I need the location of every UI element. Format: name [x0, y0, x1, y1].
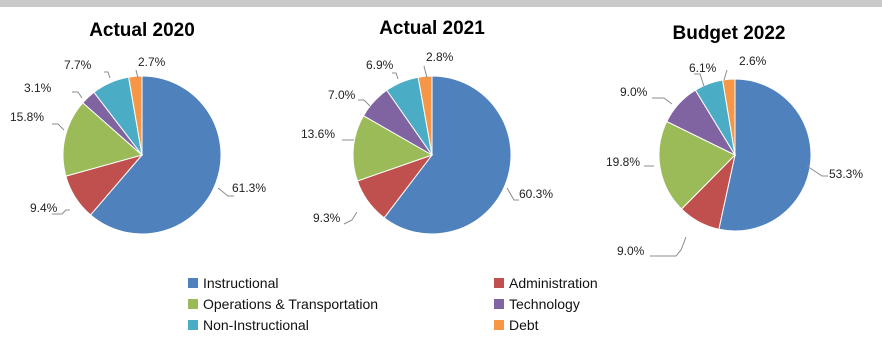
data-label-administration: 9.0%	[617, 244, 645, 258]
legend-swatch-administration	[494, 278, 504, 288]
legend-label-operations-and-transportation: Operations & Transportation	[203, 296, 378, 312]
leader-line	[72, 91, 83, 99]
pie-chart-budget-2022: Budget 2022 53.3% 9.0% 19.8% 9.0% 6.1% 2.6%	[606, 23, 863, 258]
leader-line	[650, 236, 687, 257]
data-label-administration: 9.3%	[313, 211, 341, 225]
leader-line	[52, 123, 65, 131]
data-label-debt: 2.8%	[426, 50, 454, 64]
legend-label-non-instructional: Non-Instructional	[203, 317, 309, 333]
leader-line	[104, 71, 111, 79]
slice-operations-and-transportation	[658, 120, 736, 210]
data-label-administration: 9.4%	[30, 201, 58, 215]
leader-line	[343, 211, 358, 225]
legend-swatch-instructional	[188, 278, 198, 288]
data-label-operations-and-transportation: 15.8%	[10, 110, 44, 124]
legend-label-instructional: Instructional	[203, 275, 278, 291]
data-label-operations-and-transportation: 13.6%	[301, 127, 335, 141]
data-label-instructional: 61.3%	[232, 181, 266, 195]
slice-operations-and-transportation	[352, 115, 434, 182]
slice-debt	[128, 75, 143, 156]
data-label-technology: 7.0%	[328, 88, 356, 102]
data-label-instructional: 60.3%	[519, 187, 553, 201]
chart-title: Budget 2022	[673, 23, 786, 44]
leader-line	[358, 99, 371, 107]
data-label-technology: 9.0%	[620, 85, 648, 99]
leader-line	[217, 187, 234, 197]
slice-instructional	[89, 75, 222, 235]
slice-instructional	[383, 75, 512, 235]
leader-line	[723, 69, 728, 81]
legend-label-technology: Technology	[509, 296, 580, 312]
slice-operations-and-transportation	[62, 102, 144, 177]
leader-line	[135, 69, 139, 79]
leader-line	[423, 65, 428, 79]
leader-line	[392, 72, 399, 80]
pie-chart-actual-2021: Actual 2021 60.3% 9.3% 13.6% 7.0% 6.9% 2.8%	[301, 18, 553, 235]
slice-debt	[722, 78, 736, 156]
leader-line	[806, 165, 828, 177]
legend-swatch-technology	[494, 299, 504, 309]
data-label-operations-and-transportation: 19.8%	[606, 155, 640, 169]
data-label-technology: 3.1%	[24, 81, 52, 95]
legend-swatch-non-instructional	[188, 320, 198, 330]
legend-label-debt: Debt	[509, 317, 539, 333]
leader-line	[506, 187, 519, 201]
slice-debt	[417, 75, 433, 156]
data-label-non-instructional: 6.1%	[689, 61, 717, 75]
slice-instructional	[718, 78, 812, 232]
top-border	[0, 0, 882, 7]
data-label-debt: 2.7%	[138, 55, 166, 69]
chart-title: Actual 2021	[379, 18, 485, 39]
legend-swatch-operations-and-transportation	[188, 299, 198, 309]
data-label-instructional: 53.3%	[829, 167, 863, 181]
legend: Instructional Administration Operations & …	[188, 275, 598, 333]
legend-swatch-debt	[494, 320, 504, 330]
legend-label-administration: Administration	[509, 275, 598, 291]
chart-title: Actual 2020	[89, 20, 195, 41]
leader-line	[652, 97, 673, 105]
data-label-non-instructional: 7.7%	[64, 58, 92, 72]
leader-line	[52, 209, 70, 215]
leader-line	[694, 73, 705, 87]
data-label-non-instructional: 6.9%	[366, 58, 394, 72]
data-label-debt: 2.6%	[739, 54, 767, 68]
pie-chart-actual-2020: Actual 2020 61.3% 9.4% 15.8% 3.1% 7.7% 2.7%	[10, 20, 266, 235]
